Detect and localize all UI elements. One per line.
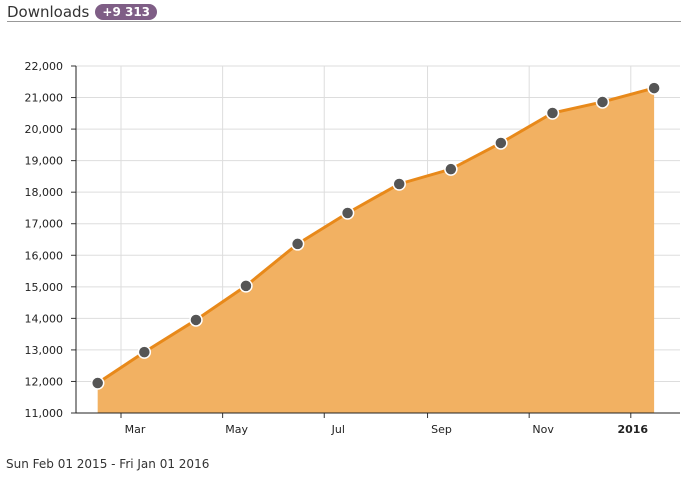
data-point <box>189 313 203 327</box>
y-tick-label: 15,000 <box>25 281 64 294</box>
y-tick-label: 18,000 <box>25 186 64 199</box>
data-point <box>494 136 508 150</box>
data-point <box>290 237 305 251</box>
y-tick-label: 21,000 <box>25 92 64 105</box>
y-tick-label: 16,000 <box>25 249 64 262</box>
data-point <box>137 345 152 359</box>
y-tick-label: 20,000 <box>25 123 64 136</box>
y-tick-label: 22,000 <box>25 60 64 73</box>
area-fill <box>97 88 655 413</box>
data-point <box>595 95 610 109</box>
header: Downloads +9 313 <box>7 3 158 21</box>
data-point <box>392 177 406 191</box>
downloads-badge: +9 313 <box>95 4 158 20</box>
y-tick-label: 12,000 <box>25 375 64 388</box>
y-tick-label: 19,000 <box>25 155 64 168</box>
y-tick-label: 11,000 <box>25 407 64 420</box>
date-range: Sun Feb 01 2015 - Fri Jan 01 2016 <box>6 457 210 471</box>
x-tick-label: Sep <box>431 423 452 436</box>
data-point <box>90 376 105 390</box>
series-line <box>96 86 655 385</box>
downloads-chart: 11,000 12,000 13,000 14,000 15,000 16,000 17,0… <box>25 60 680 436</box>
x-tick-label: Jul <box>331 423 345 436</box>
chart-title: Downloads <box>7 3 90 21</box>
data-point <box>647 81 661 95</box>
data-point <box>444 162 458 176</box>
y-tick-label: 13,000 <box>25 344 64 357</box>
data-point <box>340 206 355 220</box>
x-tick-label: 2016 <box>617 423 648 436</box>
y-tick-label: 17,000 <box>25 218 64 231</box>
data-point <box>545 106 560 120</box>
x-tick-label: May <box>225 423 248 436</box>
data-point <box>239 279 253 293</box>
header-divider <box>7 21 681 22</box>
x-tick-label: Nov <box>532 423 554 436</box>
x-tick-label: Mar <box>125 423 146 436</box>
y-tick-label: 14,000 <box>25 312 64 325</box>
